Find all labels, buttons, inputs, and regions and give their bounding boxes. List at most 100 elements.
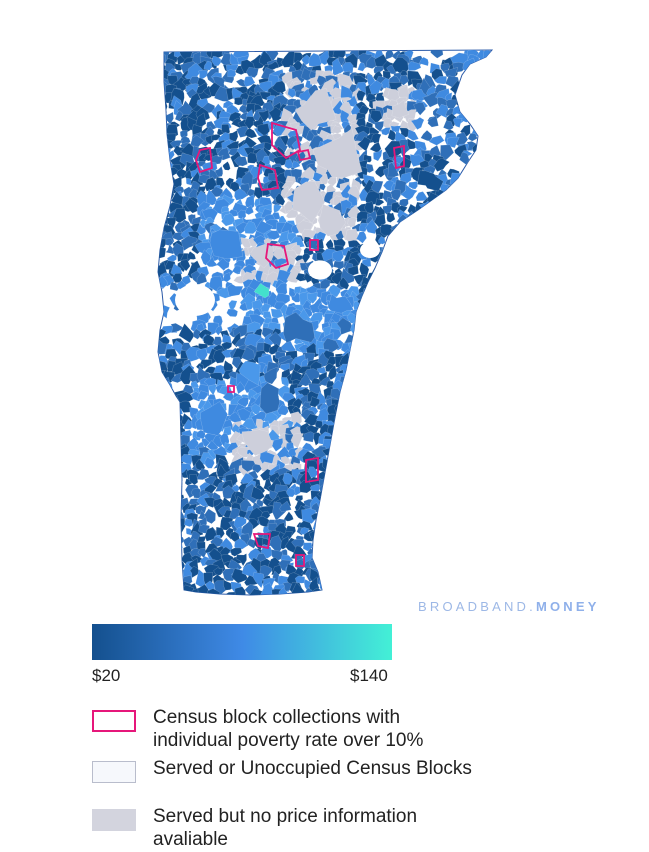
census-block[interactable] [315,514,328,529]
census-block[interactable] [458,534,474,546]
census-block[interactable] [351,528,362,544]
census-block[interactable] [472,309,487,323]
census-block[interactable] [168,476,179,490]
census-block[interactable] [455,267,469,280]
census-block[interactable] [476,428,490,444]
census-block[interactable] [343,420,358,437]
census-block[interactable] [374,165,387,178]
census-block[interactable] [423,234,434,250]
census-block[interactable] [420,383,435,395]
census-block[interactable] [426,227,435,237]
census-block[interactable] [472,358,482,369]
census-block[interactable] [391,346,407,365]
census-block[interactable] [429,213,440,223]
census-block[interactable] [420,355,433,367]
census-block[interactable] [456,323,468,335]
census-block[interactable] [343,473,356,488]
census-block[interactable] [378,442,392,458]
census-block[interactable] [405,229,418,248]
census-block[interactable] [397,575,410,589]
census-block[interactable] [416,533,434,551]
census-block[interactable] [159,474,171,489]
census-block[interactable] [319,523,329,536]
census-block[interactable] [494,164,503,175]
census-block[interactable] [471,217,486,231]
census-block[interactable] [449,172,464,186]
census-block[interactable] [394,393,410,410]
census-block[interactable] [447,288,458,299]
census-block[interactable] [477,173,489,184]
census-block[interactable] [383,537,393,549]
census-block[interactable] [398,539,410,554]
census-block[interactable] [450,537,468,552]
census-block[interactable] [475,199,487,210]
census-block[interactable] [439,533,451,546]
census-block[interactable] [446,224,460,240]
census-block[interactable] [347,504,357,517]
census-block[interactable] [457,453,473,471]
census-block[interactable] [290,244,303,256]
census-block[interactable] [491,62,503,83]
census-block[interactable] [346,407,363,428]
census-block[interactable] [362,316,379,330]
census-block[interactable] [466,268,482,280]
census-block[interactable] [366,461,382,475]
census-block[interactable] [462,315,475,329]
census-block[interactable] [211,56,222,67]
census-block[interactable] [461,253,475,271]
census-block[interactable] [359,541,372,552]
census-block[interactable] [367,488,378,500]
census-block[interactable] [433,75,447,85]
census-block[interactable] [330,448,344,460]
census-block[interactable] [491,544,501,557]
census-block[interactable] [492,440,504,453]
census-block[interactable] [200,401,228,436]
census-block[interactable] [291,160,301,169]
census-block[interactable] [364,400,381,410]
census-block[interactable] [483,83,493,91]
census-block[interactable] [410,517,424,533]
census-block[interactable] [460,380,473,399]
census-block[interactable] [347,265,359,276]
census-block[interactable] [444,347,455,357]
census-block[interactable] [437,362,449,377]
census-block[interactable] [153,452,167,465]
census-block[interactable] [368,375,382,389]
census-block[interactable] [458,94,476,111]
census-block[interactable] [271,564,282,576]
census-block[interactable] [336,419,345,433]
census-block[interactable] [372,384,383,395]
census-block[interactable] [199,556,212,567]
census-block[interactable] [156,519,168,531]
census-block[interactable] [362,524,378,539]
census-block[interactable] [205,255,219,268]
census-block[interactable] [484,582,495,595]
census-block[interactable] [252,571,265,589]
census-block[interactable] [324,510,339,523]
census-block[interactable] [496,427,508,439]
census-block[interactable] [413,439,426,454]
census-block[interactable] [175,589,188,599]
poverty-block-outline[interactable] [309,239,319,251]
census-block[interactable] [165,238,174,247]
census-block[interactable] [361,412,370,424]
census-block[interactable] [203,497,217,508]
census-block[interactable] [410,587,421,599]
poverty-block-outline[interactable] [393,144,405,170]
census-block[interactable] [241,429,273,457]
census-block[interactable] [447,373,456,386]
census-block[interactable] [375,323,388,334]
census-block[interactable] [411,423,422,434]
census-block[interactable] [444,273,457,283]
census-block[interactable] [429,477,441,491]
census-block[interactable] [407,129,419,141]
census-block[interactable] [356,345,371,362]
census-block[interactable] [196,390,209,400]
census-block[interactable] [482,419,494,432]
census-block[interactable] [437,314,448,327]
census-block[interactable] [471,212,484,221]
census-block[interactable] [429,411,444,424]
census-block[interactable] [407,292,419,307]
census-block[interactable] [472,111,490,126]
census-block[interactable] [490,289,505,300]
